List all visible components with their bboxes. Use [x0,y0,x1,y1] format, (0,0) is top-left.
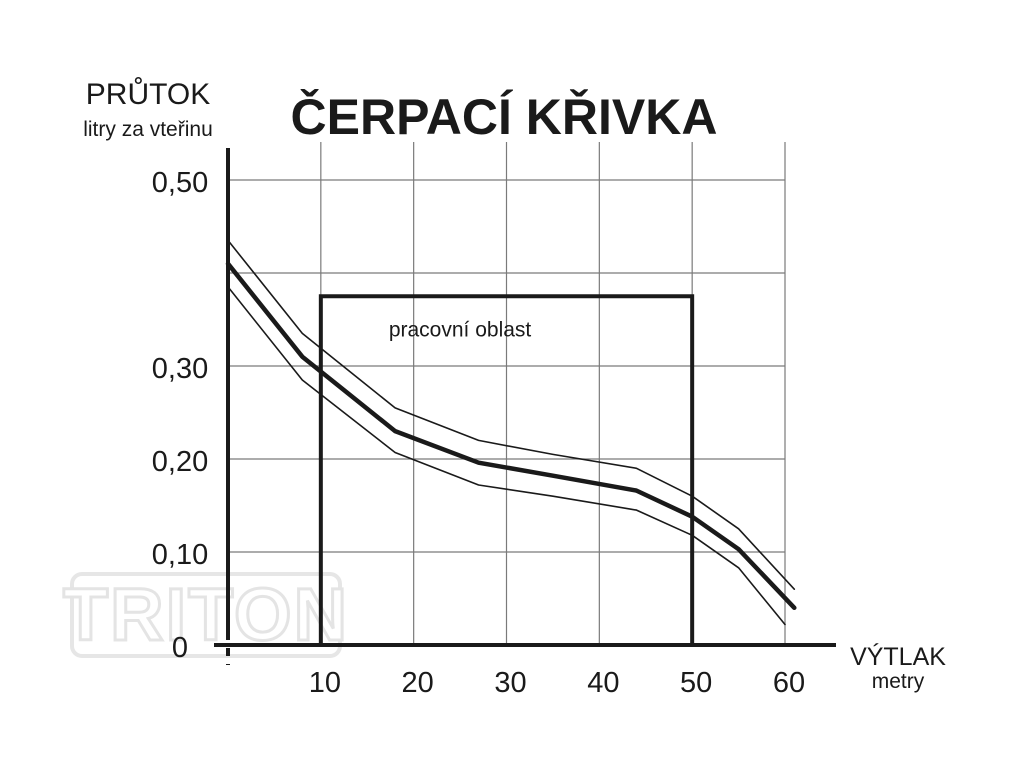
y-axis-unit: litry za vteřinu [83,118,213,141]
x-tick-label-1: 20 [402,667,434,699]
watermark-logo: TRITON [61,572,349,658]
x-tick-label-5: 60 [773,667,805,699]
grid [228,142,786,645]
x-tick-label-0: 10 [309,667,341,699]
curve-lower [227,286,786,626]
curve-upper [227,239,796,591]
curves [225,239,797,626]
x-tick-label-2: 30 [494,667,526,699]
x-axis-label: VÝTLAK [850,642,946,671]
y-tick-label-1: 0,10 [152,539,208,571]
x-axis-unit: metry [872,670,925,693]
x-tick-label-4: 50 [680,667,712,699]
chart-title: ČERPACÍ KŘIVKA [291,88,718,145]
y-tick-label-4: 0,50 [152,167,208,199]
axes [214,148,836,665]
work-area-label: pracovní oblast [389,318,532,341]
curve-main [225,261,797,611]
y-tick-label-0: 0 [172,632,188,664]
y-tick-label-2: 0,20 [152,446,208,478]
tick-labels: 10 20 30 40 50 60 0 0,10 0,20 0,30 0,50 [152,167,805,699]
y-axis-label: PRŮTOK [86,77,210,111]
watermark-text: TRITON [63,573,349,656]
y-tick-label-3: 0,30 [152,353,208,385]
x-tick-label-3: 40 [587,667,619,699]
